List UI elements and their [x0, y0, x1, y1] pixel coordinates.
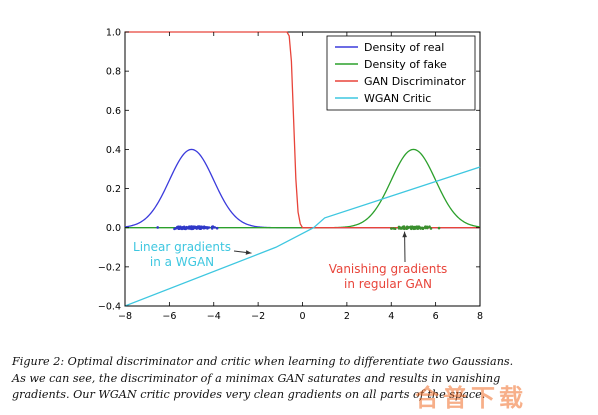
x-tick-label: −6 — [162, 311, 176, 322]
scatter-point-real-samples — [191, 226, 195, 229]
chart: −8 −6 −4 −2 0 2 4 6 8−0.4−0.20.00.20.40.60.81.0 … — [98, 28, 483, 323]
x-tick-label: −8 — [118, 311, 132, 322]
annotation-text: in regular GAN — [344, 277, 432, 291]
scatter-point-fake-samples — [409, 225, 412, 229]
scatter-point-real-samples — [156, 226, 159, 229]
scatter-point-fake-samples — [414, 227, 417, 230]
legend: Density of real Density of fake GAN Discri… — [326, 35, 476, 111]
scatter-point-fake-samples — [419, 226, 423, 230]
x-tick-label: −4 — [207, 311, 221, 322]
scatter-point-real-samples — [197, 226, 201, 229]
watermark-logo: 合普下载 — [415, 384, 527, 412]
annotation-arrowhead — [245, 250, 252, 255]
scatter-point-fake-samples — [429, 227, 433, 230]
legend-label-wgan-critic: WGAN Critic — [364, 92, 431, 105]
scatter-point-fake-samples — [425, 226, 429, 229]
scatter-point-real-samples — [187, 226, 190, 229]
axis-layer: −8 −6 −4 −2 0 2 4 6 8 −0.4 −0.2 0.0 0.2 0.4 0.6 0.8 1.0 — [98, 28, 483, 323]
y-tick-label: 0.2 — [106, 184, 121, 195]
scatter-point-fake-samples — [415, 225, 419, 228]
figure-caption: Figure 2: Optimal discriminator and crit… — [12, 354, 590, 404]
y-tick-label: −0.4 — [98, 302, 121, 313]
x-tick-label: 8 — [477, 311, 483, 322]
annotation-text: Linear gradients — [133, 240, 231, 254]
scatter-point-fake-samples — [397, 227, 401, 230]
series-line-gan-discriminator — [125, 31, 480, 229]
scatter-point-fake-samples — [437, 226, 441, 230]
scatter-point-real-samples — [180, 226, 184, 230]
caption-line-3: gradients. Our WGAN critic provides very… — [12, 388, 486, 401]
annotation-text: in a WGAN — [150, 255, 214, 269]
annotation-text: Vanishing gradients — [329, 262, 448, 276]
y-tick-label: 0.8 — [106, 67, 121, 78]
scatter-point-real-samples — [210, 227, 214, 230]
scatter-point-fake-samples — [405, 225, 409, 229]
scatter-point-real-samples — [213, 226, 217, 229]
scatter-layer — [156, 225, 441, 231]
scatter-point-real-samples — [184, 226, 187, 230]
scatter-point-fake-samples — [421, 226, 425, 230]
y-tick-label: 0.4 — [106, 145, 121, 156]
legend-label-density-of-fake: Density of fake — [364, 58, 447, 71]
series-line-wgan-critic — [124, 166, 481, 307]
y-tick-label: −0.2 — [98, 262, 121, 273]
x-tick-label: 0 — [299, 311, 305, 322]
x-tick-label: 4 — [388, 311, 394, 322]
x-tick-label: 2 — [344, 311, 350, 322]
scatter-point-real-samples — [176, 225, 179, 229]
y-tick-label: 0.0 — [106, 223, 121, 234]
y-tick-label: 0.6 — [106, 106, 121, 117]
caption-line-2: As we can see, the discriminator of a mi… — [12, 371, 501, 385]
scatter-point-real-samples — [206, 226, 209, 229]
scatter-point-real-samples — [215, 226, 219, 230]
y-tick-label: 1.0 — [106, 28, 121, 39]
scatter-point-real-samples — [173, 227, 176, 231]
scatter-point-fake-samples — [428, 225, 431, 229]
x-tick-label: 6 — [433, 311, 439, 322]
scatter-point-fake-samples — [392, 227, 395, 230]
annotation-arrowhead — [402, 231, 407, 238]
scatter-point-fake-samples — [400, 227, 404, 230]
legend-label-gan-discriminator: GAN Discriminator — [364, 75, 466, 88]
caption-line-1: Figure 2: Optimal discriminator and crit… — [12, 355, 514, 368]
scatter-point-fake-samples — [390, 227, 393, 230]
scatter-point-real-samples — [202, 225, 206, 229]
legend-label-density-of-real: Density of real — [364, 41, 444, 54]
x-tick-label: −2 — [251, 311, 265, 322]
